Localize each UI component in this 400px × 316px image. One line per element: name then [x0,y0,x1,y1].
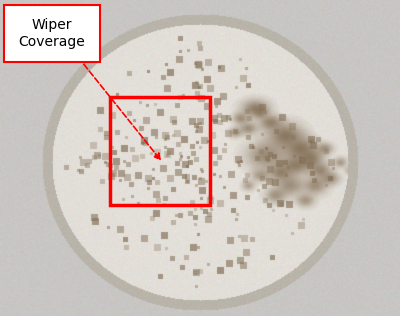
Bar [4,5,100,62]
Bar [110,97,210,205]
Text: Wiper
Coverage: Wiper Coverage [19,18,85,49]
